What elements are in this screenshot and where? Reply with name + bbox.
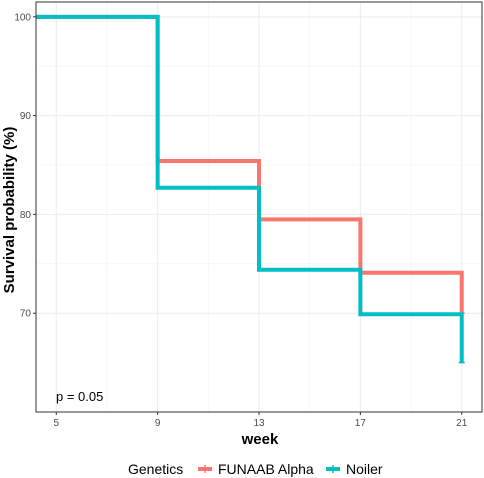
y-tick-label: 100 [14,12,31,23]
x-tick-label: 9 [155,418,161,429]
legend-label-0: FUNAAB Alpha [218,461,314,477]
p-value-annotation: p = 0.05 [56,389,103,404]
x-tick-label: 5 [53,418,59,429]
x-tick-label: 17 [355,418,367,429]
panel-border [35,1,483,413]
x-tick-label: 13 [253,418,265,429]
y-tick-label: 70 [20,309,32,320]
legend: Genetics FUNAAB Alpha Noiler [128,461,383,477]
y-axis-title: Survival probability (%) [1,127,18,294]
x-axis-title: week [241,431,279,448]
legend-title: Genetics [128,461,183,477]
series-lines [36,14,465,364]
series-line-1 [36,14,464,363]
x-tick-label: 21 [456,418,468,429]
y-tick-label: 80 [20,210,32,221]
legend-label-1: Noiler [346,461,383,477]
y-tick-label: 90 [20,111,32,122]
